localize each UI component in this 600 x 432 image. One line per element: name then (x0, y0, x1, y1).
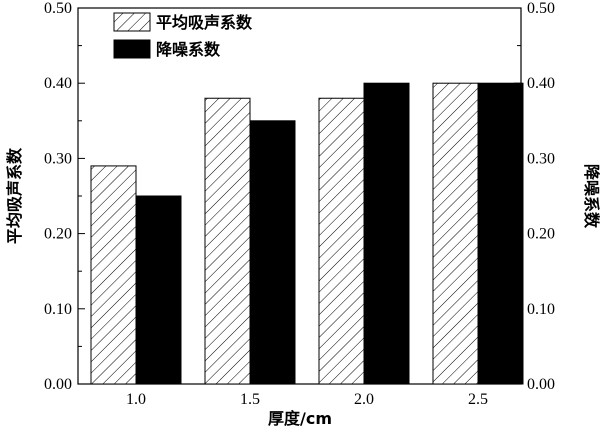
right-y-tick-label: 0.00 (527, 376, 555, 393)
right-y-tick-label: 0.10 (527, 301, 555, 318)
bar-noise-reduction-1.0 (135, 195, 182, 385)
legend-swatch-solid (113, 39, 151, 59)
x-tick-label: 1.0 (126, 391, 146, 408)
bar-noise-reduction-2.0 (363, 82, 410, 385)
x-tick-label: 2.5 (468, 391, 488, 408)
x-tick-label: 1.5 (240, 391, 260, 408)
y-axis-label-right: 降噪系数 (582, 164, 600, 229)
x-axis-label: 厚度/cm (268, 409, 332, 428)
bars-group (90, 82, 524, 385)
left-y-tick-label: 0.00 (44, 376, 72, 393)
right-y-tick-label: 0.20 (527, 226, 555, 243)
bar-avg-absorption-2.5 (432, 82, 479, 385)
legend-label-avg-absorption: 平均吸声系数 (156, 13, 253, 32)
bar-noise-reduction-1.5 (249, 120, 296, 385)
left-y-tick-label: 0.50 (44, 0, 72, 17)
x-tick-label: 2.0 (354, 391, 374, 408)
left-y-tick-label: 0.20 (44, 226, 72, 243)
left-y-tick-label: 0.10 (44, 301, 72, 318)
legend: 平均吸声系数 降噪系数 (113, 12, 253, 59)
x-ticks: 1.0 1.5 2.0 2.5 (126, 378, 488, 408)
bar-avg-absorption-1.0 (90, 165, 137, 385)
right-y-ticks: 0.00 0.10 0.20 0.30 0.40 0.50 (514, 0, 555, 393)
legend-swatch-hatch (113, 12, 151, 32)
legend-label-noise-reduction: 降噪系数 (156, 40, 221, 59)
right-y-tick-label: 0.50 (527, 0, 555, 17)
bar-avg-absorption-2.0 (318, 97, 365, 385)
right-y-tick-label: 0.30 (527, 150, 555, 167)
left-y-tick-label: 0.40 (44, 75, 72, 92)
right-y-tick-label: 0.40 (527, 75, 555, 92)
bar-avg-absorption-1.5 (204, 97, 251, 385)
left-y-tick-label: 0.30 (44, 150, 72, 167)
y-axis-label-left: 平均吸声系数 (5, 147, 24, 244)
left-y-ticks: 0.00 0.10 0.20 0.30 0.40 0.50 (44, 0, 85, 393)
